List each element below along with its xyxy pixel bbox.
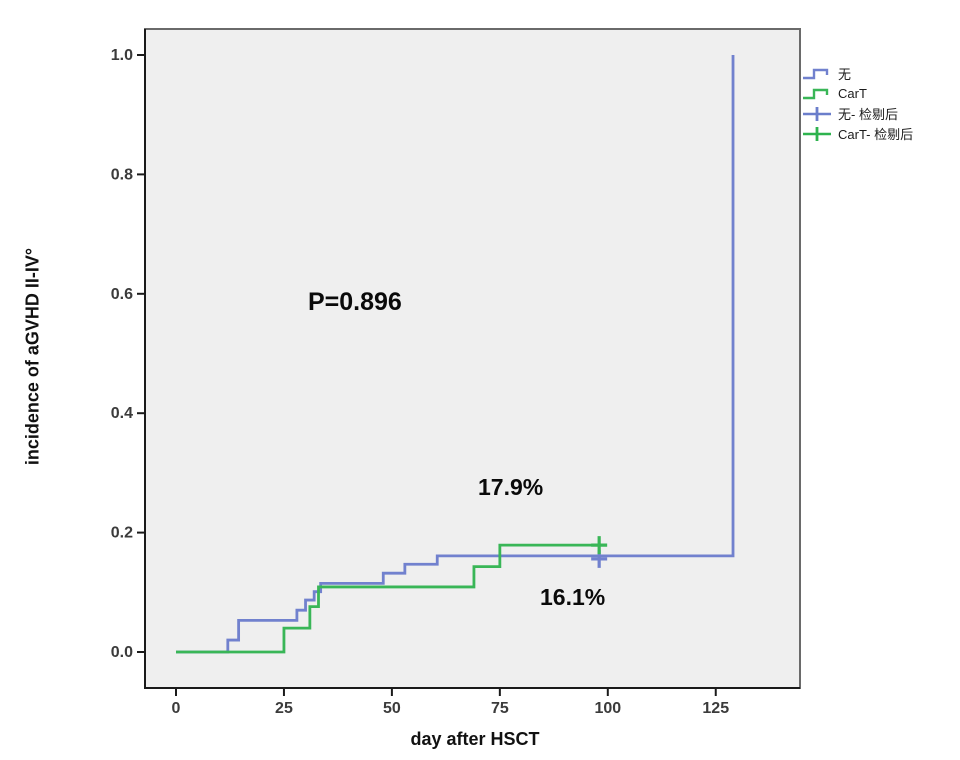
y-axis-title: incidence of aGVHD II-IV° [22,247,43,466]
plot-area-group [144,28,801,689]
legend: 无 CarT 无- 检剔后 CarT- 检剔后 [803,64,913,143]
axis-lines [144,29,800,689]
step-line-icon [803,68,829,79]
x-tick-label: 125 [702,700,729,717]
legend-label: 无- 检剔后 [838,107,898,122]
x-tick-label: 50 [383,700,401,717]
step-line-icon [803,88,829,99]
series-curve-无 [176,55,735,654]
y-tick-label: 0.8 [111,166,133,183]
p-value-annotation: P=0.896 [308,288,402,316]
plot-area [144,28,801,689]
legend-item: CarT [803,84,913,103]
y-tick-label: 0.6 [111,286,133,303]
censor-plus-icon [803,106,831,121]
cart-incidence-annotation: 17.9% [478,474,544,500]
legend-item: 无 [803,64,913,83]
series-curves [176,55,735,654]
censor-markers [591,536,608,568]
axis-ticks: 0 25 50 75 100 125 0.0 0.2 0.4 0.6 0.8 1.0 [111,47,729,717]
legend-item: CarT- 检剔后 [803,124,913,143]
x-axis-title: day after HSCT [410,729,540,749]
y-tick-label: 0.4 [111,405,133,422]
x-tick-label: 75 [491,700,509,717]
x-tick-label: 100 [594,700,621,717]
x-tick-label: 0 [172,700,181,717]
legend-item: 无- 检剔后 [803,104,913,123]
series-curve-CarT [176,543,600,654]
y-tick-label: 1.0 [111,47,133,64]
x-tick-label: 25 [275,700,293,717]
none-incidence-annotation: 16.1% [540,584,606,610]
censor-plus-icon [803,126,831,141]
legend-label: CarT- 检剔后 [838,127,914,142]
y-tick-label: 0.0 [111,644,133,661]
legend-label: 无 [838,67,852,82]
legend-label: CarT [838,86,867,101]
y-tick-label: 0.2 [111,525,133,542]
